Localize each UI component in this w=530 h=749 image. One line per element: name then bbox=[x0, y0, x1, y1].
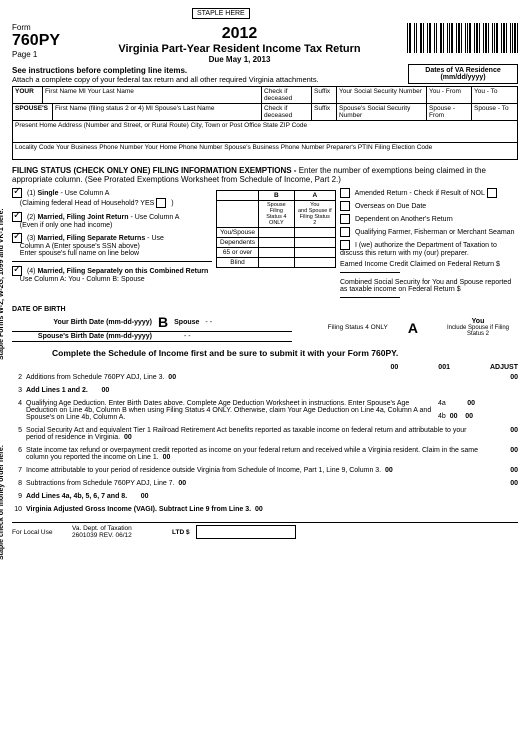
checkbox-hoh[interactable] bbox=[156, 198, 166, 208]
your-dob-field[interactable]: - - bbox=[205, 319, 212, 326]
ex-b1[interactable] bbox=[259, 228, 295, 238]
ex-b3[interactable] bbox=[259, 248, 295, 258]
staple-marker: STAPLE HERE bbox=[192, 8, 250, 19]
ex-blind: Blind bbox=[217, 258, 259, 268]
ex-a2[interactable] bbox=[294, 238, 335, 248]
checkbox-combined[interactable] bbox=[12, 266, 22, 276]
fs-single[interactable]: (1) Single - Use Column A (Claiming fede… bbox=[12, 188, 212, 208]
amended-label: Amended Return - Check if Result of NOL bbox=[355, 190, 485, 197]
page-number: Page 1 bbox=[12, 50, 72, 59]
col-b-zero: 00 bbox=[391, 364, 399, 371]
combined-ss-amount[interactable] bbox=[340, 297, 400, 298]
line-10: 10 Virginia Adjusted Gross Income (VAGI)… bbox=[12, 503, 518, 516]
spouse-to[interactable]: Spouse - To bbox=[472, 104, 517, 120]
ex-dependents: Dependents bbox=[217, 238, 259, 248]
due-date: Due May 1, 2013 bbox=[80, 55, 399, 64]
spouse-col-label: Spouse bbox=[174, 319, 199, 326]
spouse-deceased-check[interactable]: Check if deceased bbox=[262, 104, 312, 120]
col-a-zero: 001 bbox=[438, 364, 450, 371]
dependent-label: Dependent on Another's Return bbox=[355, 216, 453, 223]
spouse-ssn[interactable]: Spouse's Social Security Number bbox=[337, 104, 427, 120]
see-instructions: See instructions before completing line … bbox=[12, 66, 408, 75]
dates-residence-box: Dates of VA Residence (mm/dd/yyyy) bbox=[408, 64, 518, 84]
form-label: Form bbox=[12, 23, 72, 32]
locality-field[interactable]: Locality Code Your Business Phone Number… bbox=[13, 143, 517, 159]
checkbox-farmer[interactable] bbox=[340, 227, 350, 237]
you-col-sub: Include Spouse if Filing Status 2 bbox=[438, 325, 518, 337]
ex-a4[interactable] bbox=[294, 258, 335, 268]
ltd-amount-box[interactable] bbox=[196, 525, 296, 539]
line-9: 9 Add Lines 4a, 4b, 5, 6, 7 and 8. 00 bbox=[12, 490, 518, 503]
your-dob-label: Your Birth Date (mm-dd-yyyy) bbox=[12, 319, 152, 326]
address-field[interactable]: Present Home Address (Number and Street,… bbox=[13, 121, 517, 142]
eic-label: Earned Income Credit Claimed on Federal … bbox=[340, 261, 494, 268]
name-grid: YOUR First Name MI Your Last Name Check … bbox=[12, 86, 518, 160]
checkbox-joint[interactable] bbox=[12, 212, 22, 222]
your-deceased-check[interactable]: Check if deceased bbox=[262, 87, 312, 103]
complete-schedule-note: Complete the Schedule of Income first an… bbox=[52, 348, 518, 358]
line-8: 8 Subtractions from Schedule 760PY ADJ, … bbox=[12, 477, 518, 490]
checkbox-authorize[interactable] bbox=[340, 240, 350, 250]
your-name-field[interactable]: First Name MI Your Last Name bbox=[43, 87, 262, 103]
spouse-label: SPOUSE'S bbox=[13, 104, 53, 120]
ex-a1[interactable] bbox=[294, 228, 335, 238]
line-3: 3 Add Lines 1 and 2. 00 bbox=[12, 384, 518, 397]
form-number: 760PY bbox=[12, 32, 72, 50]
dates-title: Dates of VA Residence bbox=[413, 67, 513, 74]
column-a-marker: A bbox=[408, 320, 418, 336]
line-4: 4 Qualifying Age Deduction. Enter Birth … bbox=[12, 397, 518, 424]
staple-forms-text: Staple Forms W-2, W-2G, 1099 and VK-1 he… bbox=[0, 209, 5, 360]
spouse-suffix[interactable]: Suffix bbox=[312, 104, 337, 120]
overseas-label: Overseas on Due Date bbox=[355, 203, 426, 210]
line-7: 7 Income attributable to your period of … bbox=[12, 464, 518, 477]
you-to[interactable]: You - To bbox=[472, 87, 517, 103]
column-b-marker: B bbox=[158, 314, 168, 330]
barcode bbox=[407, 23, 518, 53]
line-5: 5 Social Security Act and equivalent Tie… bbox=[12, 424, 518, 444]
fs-joint[interactable]: (2) Married, Filing Joint Return - Use C… bbox=[12, 212, 212, 229]
farmer-label: Qualifying Farmer, Fisherman or Merchant… bbox=[355, 229, 515, 236]
spouse-dob-label: Spouse's Birth Date (mm-dd-yyyy) bbox=[12, 333, 152, 340]
ltd-label: LTD $ bbox=[172, 529, 190, 536]
checkbox-single[interactable] bbox=[12, 188, 22, 198]
checkbox-amended[interactable] bbox=[340, 188, 350, 198]
dates-sub: (mm/dd/yyyy) bbox=[413, 74, 513, 81]
eic-amount[interactable] bbox=[340, 272, 400, 273]
your-label: YOUR bbox=[13, 87, 43, 103]
ex-b4[interactable] bbox=[259, 258, 295, 268]
checkbox-nol[interactable] bbox=[487, 188, 497, 198]
exemptions-table: BA SpouseFiling Status 4 ONLYYouand Spou… bbox=[216, 190, 336, 268]
fs-separate[interactable]: (3) Married, Filing Separate Returns - U… bbox=[12, 233, 212, 257]
authorize-label: I (we) authorize the Department of Taxat… bbox=[340, 242, 497, 257]
filing-status-title: FILING STATUS (CHECK ONLY ONE) FILING IN… bbox=[12, 166, 518, 184]
you-col-label: You bbox=[438, 318, 518, 325]
fs-combined[interactable]: (4) Married, Filing Separately on this C… bbox=[12, 266, 212, 283]
your-suffix[interactable]: Suffix bbox=[312, 87, 337, 103]
form-title: Virginia Part-Year Resident Income Tax R… bbox=[80, 43, 399, 55]
spouse-from[interactable]: Spouse - From bbox=[427, 104, 472, 120]
tax-year: 2012 bbox=[80, 25, 399, 43]
dept-label: Va. Dept. of Taxation bbox=[72, 525, 172, 532]
checkbox-dependent[interactable] bbox=[340, 214, 350, 224]
ex-65over: 65 or over bbox=[217, 248, 259, 258]
checkbox-separate[interactable] bbox=[12, 233, 22, 243]
staple-check-text: Staple check or money order here. bbox=[0, 445, 5, 560]
rev-label: 2601039 REV. 06/12 bbox=[72, 532, 172, 539]
attach-note: Attach a complete copy of your federal t… bbox=[12, 75, 408, 84]
line-2: 2 Additions from Schedule 760PY ADJ, Lin… bbox=[12, 371, 518, 384]
combined-ss-label: Combined Social Security for You and Spo… bbox=[340, 279, 511, 293]
ex-youspouse: You/Spouse bbox=[217, 228, 259, 238]
your-ssn[interactable]: Your Social Security Number bbox=[337, 87, 427, 103]
fs4-only-label: Filing Status 4 ONLY bbox=[328, 324, 388, 331]
ex-a3[interactable] bbox=[294, 248, 335, 258]
local-use-label: For Local Use bbox=[12, 529, 72, 536]
line-6: 6 State income tax refund or overpayment… bbox=[12, 444, 518, 464]
you-from[interactable]: You - From bbox=[427, 87, 472, 103]
spouse-name-field[interactable]: First Name (filing status 2 or 4) MI Spo… bbox=[53, 104, 262, 120]
dob-title: DATE OF BIRTH bbox=[12, 306, 518, 313]
spouse-dob-field[interactable]: - - bbox=[184, 333, 191, 340]
ex-b2[interactable] bbox=[259, 238, 295, 248]
adjust-label: ADJUST bbox=[490, 364, 518, 371]
checkbox-overseas[interactable] bbox=[340, 201, 350, 211]
